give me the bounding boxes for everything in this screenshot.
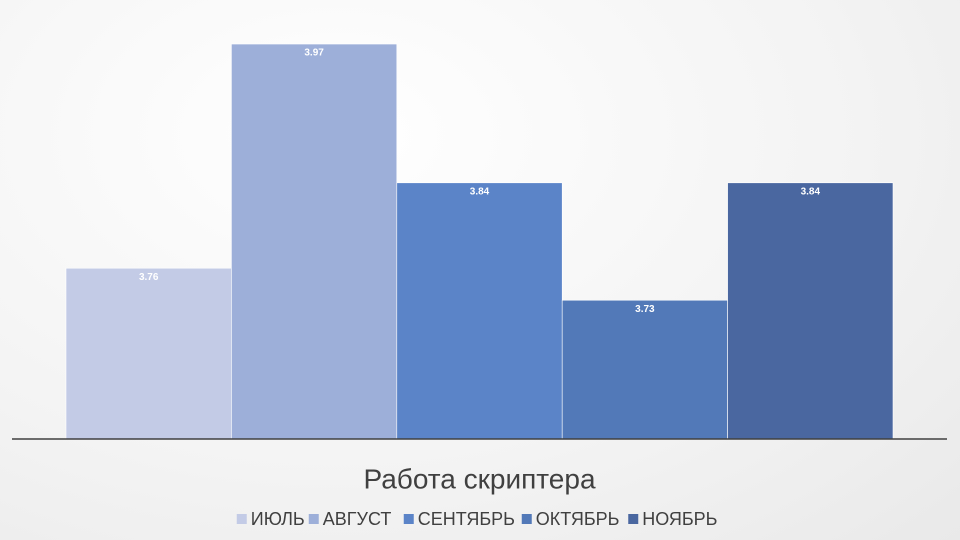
data-label: 3.84 [801, 186, 821, 197]
legend-label: ОКТЯБРЬ [536, 509, 620, 529]
bar [231, 43, 398, 440]
bar [396, 182, 563, 440]
legend-label: ИЮЛЬ [251, 509, 305, 529]
legend-swatch [521, 514, 532, 524]
bar [65, 267, 232, 440]
legend-label: АВГУСТ [323, 509, 392, 529]
bar [561, 299, 728, 440]
legend-swatch [308, 514, 319, 524]
legend-label: НОЯБРЬ [642, 509, 717, 529]
data-label: 3.73 [635, 304, 655, 315]
legend-label: СЕНТЯБРЬ [418, 509, 515, 529]
legend-swatch [236, 514, 247, 524]
data-label: 3.84 [470, 186, 490, 197]
legend-swatch [403, 514, 414, 524]
legend-swatch [628, 514, 639, 524]
data-label: 3.76 [139, 272, 159, 283]
data-label: 3.97 [304, 48, 324, 59]
bar [727, 182, 894, 440]
x-tick-label: Работа скриптера [363, 463, 595, 494]
